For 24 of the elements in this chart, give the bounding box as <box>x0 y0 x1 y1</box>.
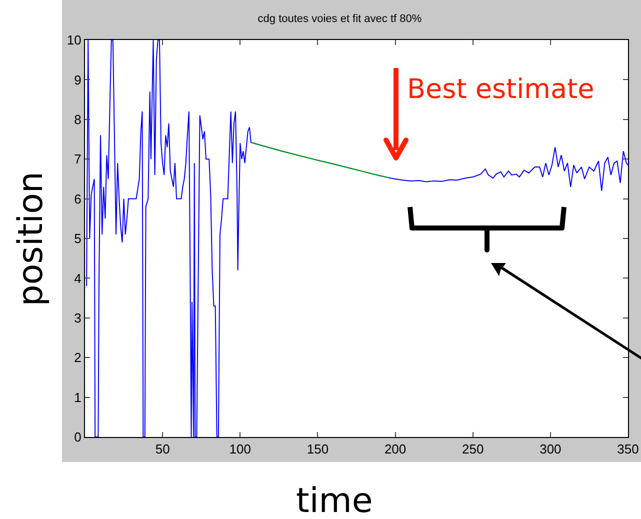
y-tick-label: 1 <box>74 390 82 405</box>
x-tick-label: 350 <box>617 442 639 457</box>
x-tick-label: 300 <box>540 442 562 457</box>
y-tick-label: 7 <box>74 152 82 167</box>
y-tick-label: 4 <box>74 270 82 286</box>
x-tick-label: 250 <box>462 442 484 457</box>
chart-title: cdg toutes voies et fit avec tf 80% <box>258 13 422 26</box>
x-axis-title: time <box>296 481 373 519</box>
x-tick-label: 100 <box>229 442 251 457</box>
x-tick-label: 150 <box>306 442 329 457</box>
y-tick-label: 5 <box>74 231 82 246</box>
y-tick-label: 10 <box>66 32 82 48</box>
y-tick-label: 3 <box>74 310 82 326</box>
line-series <box>250 142 390 178</box>
y-tick-label: 0 <box>74 430 82 445</box>
annotation: Best estimate <box>407 74 594 105</box>
x-tick-label: 50 <box>155 442 170 457</box>
y-tick-label: 6 <box>74 191 82 206</box>
y-tick-label: 9 <box>74 72 82 88</box>
x-tick-label: 200 <box>384 442 406 457</box>
y-tick-label: 8 <box>74 112 82 127</box>
y-axis-title: position <box>11 172 52 306</box>
line-series <box>86 40 628 437</box>
y-tick-label: 2 <box>74 350 82 366</box>
